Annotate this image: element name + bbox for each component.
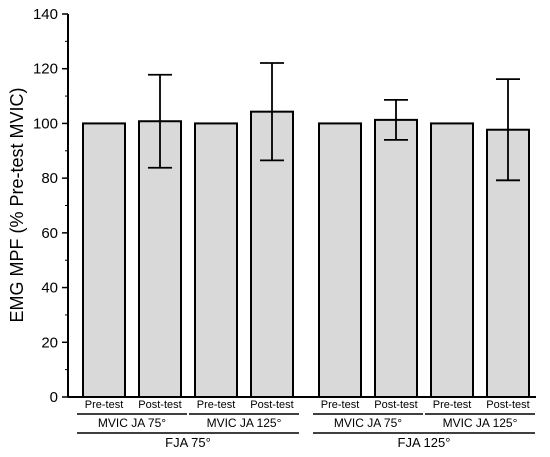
y-tick-label: 0 <box>50 389 58 406</box>
y-tick-label: 140 <box>33 6 58 23</box>
x-tick-label: Post-test <box>486 399 529 411</box>
group-label: MVIC JA 125° <box>207 416 282 430</box>
y-axis-label: EMG MPF (% Pre-test MVIC) <box>7 87 27 322</box>
error-bar-3 <box>260 62 284 162</box>
bar-6 <box>430 122 474 399</box>
supergroup-label: FJA 75° <box>165 435 211 450</box>
y-tick-label: 120 <box>33 61 58 78</box>
error-bar-5 <box>384 99 408 141</box>
y-ticks-layer: 0 20 40 60 80 100 120 140 <box>33 6 68 406</box>
bar-2 <box>194 122 238 399</box>
group-label: MVIC JA 75° <box>334 416 402 430</box>
x-tick-label: Pre-test <box>85 399 124 411</box>
x-tick-label: Pre-test <box>433 399 472 411</box>
x-labels-layer: Pre-test Post-test Pre-test Post-test Pre-te… <box>77 399 535 450</box>
y-tick-label: 40 <box>41 280 58 297</box>
y-tick-label: 60 <box>41 225 58 242</box>
x-tick-label: Post-test <box>374 399 417 411</box>
y-tick-label: 80 <box>41 170 58 187</box>
bars-layer <box>82 110 530 399</box>
group-label: MVIC JA 75° <box>98 416 166 430</box>
y-tick-label: 100 <box>33 115 58 132</box>
error-bars-layer <box>148 62 520 182</box>
x-tick-label: Post-test <box>138 399 181 411</box>
error-bar-7 <box>496 78 520 182</box>
group-label: MVIC JA 125° <box>443 416 518 430</box>
x-tick-label: Pre-test <box>321 399 360 411</box>
x-tick-label: Post-test <box>250 399 293 411</box>
x-tick-label: Pre-test <box>197 399 236 411</box>
bar-4 <box>318 122 362 399</box>
error-bar-1 <box>148 73 172 169</box>
bar-0 <box>82 122 126 399</box>
bar-5 <box>374 118 418 399</box>
y-tick-label: 20 <box>41 334 58 351</box>
supergroup-label: FJA 125° <box>398 435 451 450</box>
